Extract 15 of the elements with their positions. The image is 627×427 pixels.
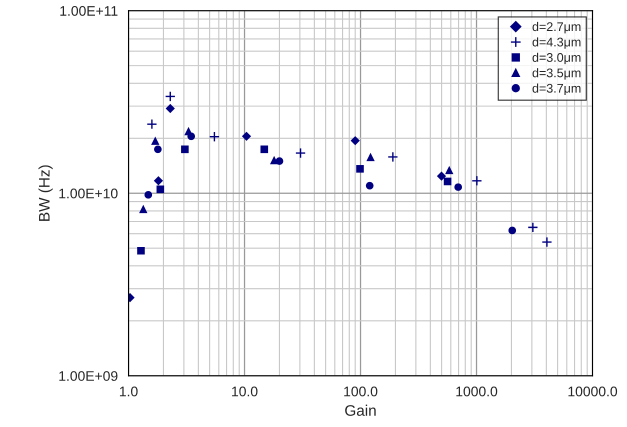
legend-label: d=3.7μm bbox=[532, 84, 580, 95]
y-axis-title: BW (Hz) bbox=[38, 165, 53, 221]
x-tick-label: 10000.0 bbox=[568, 386, 618, 396]
x-tick-label: 1000.0 bbox=[456, 386, 498, 396]
y-tick-label: 1.00E+09 bbox=[59, 371, 118, 381]
x-axis-title: Gain bbox=[345, 404, 376, 416]
x-tick-label: 1.0 bbox=[120, 386, 138, 396]
legend-label: d=4.3μm bbox=[532, 37, 580, 49]
x-tick-label: 100.0 bbox=[344, 386, 378, 396]
legend-label: d=3.5μm bbox=[532, 68, 580, 80]
y-tick-label: 1.00E+11 bbox=[60, 6, 118, 16]
x-tick-label: 10.0 bbox=[232, 386, 258, 396]
legend-label: d=2.7μm bbox=[532, 22, 580, 34]
y-tick-label: 1.00E+10 bbox=[59, 188, 118, 198]
legend-label: d=3.0μm bbox=[532, 52, 580, 64]
